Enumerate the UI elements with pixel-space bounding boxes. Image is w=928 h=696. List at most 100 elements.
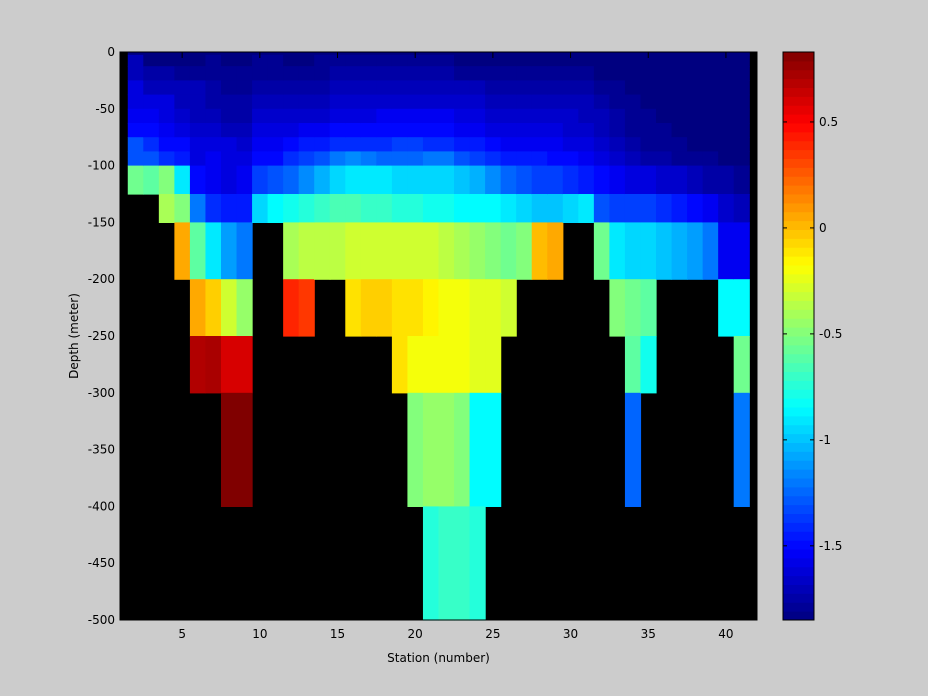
heatmap-cell <box>671 52 688 56</box>
heatmap-cell <box>702 151 719 167</box>
heatmap-cell <box>640 279 657 337</box>
heatmap-cell <box>345 151 362 167</box>
heatmap-cell <box>127 52 144 56</box>
heatmap-cell <box>640 165 657 195</box>
colorbar-band <box>783 327 814 337</box>
heatmap-cell <box>562 123 579 138</box>
heatmap-cell <box>500 66 517 81</box>
heatmap-cell <box>360 123 377 138</box>
heatmap-cell <box>562 54 579 67</box>
heatmap-cell <box>640 80 657 96</box>
heatmap-cell <box>671 123 688 138</box>
heatmap-cell <box>624 194 642 223</box>
heatmap-cell <box>422 123 440 138</box>
heatmap-cell <box>624 279 642 337</box>
heatmap-cell <box>158 123 175 138</box>
colorbar-band <box>783 211 814 222</box>
heatmap-cell <box>298 194 315 223</box>
colorbar-band <box>783 380 814 390</box>
colorbar-band <box>783 504 814 514</box>
heatmap-cell <box>702 52 719 56</box>
heatmap-cell <box>127 66 144 81</box>
heatmap-cell <box>158 165 175 195</box>
colorbar-band <box>783 123 814 133</box>
heatmap-cell <box>687 123 704 138</box>
heatmap-cell <box>500 52 517 56</box>
colorbar-band <box>783 291 814 301</box>
heatmap-cell <box>220 151 238 167</box>
heatmap-cell <box>624 165 642 195</box>
heatmap-cell <box>656 54 673 67</box>
heatmap-cell <box>329 54 346 67</box>
colorbar-band <box>783 256 814 266</box>
heatmap-cell <box>438 336 455 394</box>
heatmap-cell <box>158 80 175 96</box>
heatmap-cell <box>236 151 253 167</box>
colorbar-band <box>783 353 814 364</box>
heatmap-cell <box>702 165 719 195</box>
heatmap-cell <box>578 66 595 81</box>
colorbar-band <box>783 478 814 488</box>
heatmap-cell <box>329 94 346 110</box>
heatmap-cell <box>593 222 611 280</box>
heatmap-cell <box>205 151 222 167</box>
heatmap-cell <box>298 165 315 195</box>
heatmap-cell <box>189 165 207 195</box>
colorbar-frame <box>782 51 815 621</box>
heatmap-cell <box>500 94 517 110</box>
heatmap-cell <box>438 279 455 337</box>
heatmap-cell <box>189 123 207 138</box>
heatmap-cell <box>220 137 238 152</box>
heatmap-cell <box>220 279 238 337</box>
heatmap-cell <box>391 336 409 394</box>
colorbar-band <box>783 336 814 346</box>
heatmap-cell <box>609 94 626 110</box>
heatmap-cell <box>158 108 175 124</box>
heatmap-cell <box>407 279 424 337</box>
heatmap-cell <box>733 52 750 56</box>
heatmap-cell <box>422 52 440 56</box>
heatmap-cell <box>376 52 393 56</box>
heatmap-cell <box>733 108 750 124</box>
heatmap-cell <box>656 123 673 138</box>
heatmap-cell <box>174 80 191 96</box>
heatmap-cell <box>438 151 455 167</box>
heatmap-cell <box>391 80 409 96</box>
heatmap-cell <box>438 165 455 195</box>
colorbar-band <box>783 424 814 435</box>
heatmap-cell <box>609 54 626 67</box>
heatmap-cell <box>547 194 564 223</box>
heatmap-cell <box>593 80 611 96</box>
heatmap-cell <box>422 54 440 67</box>
heatmap-cell <box>733 194 750 223</box>
heatmap-cell <box>220 336 238 394</box>
heatmap-cell <box>158 194 175 223</box>
heatmap-cell <box>174 108 191 124</box>
heatmap-cell <box>360 194 377 223</box>
heatmap-cell <box>422 151 440 167</box>
heatmap-cell <box>345 279 362 337</box>
heatmap-cell <box>283 52 300 56</box>
heatmap-cell <box>469 137 486 152</box>
heatmap-cell <box>531 108 548 124</box>
heatmap-cell <box>500 54 517 67</box>
heatmap-cell <box>609 279 626 337</box>
heatmap-cell <box>143 137 160 152</box>
heatmap-cell <box>189 222 207 280</box>
heatmap-cell <box>531 54 548 67</box>
heatmap-cell <box>407 222 424 280</box>
heatmap-cell <box>624 123 642 138</box>
heatmap-cell <box>485 279 502 337</box>
heatmap-cell <box>252 123 269 138</box>
heatmap-cell <box>500 279 517 337</box>
heatmap-cell <box>376 108 393 124</box>
heatmap-cell <box>578 108 595 124</box>
heatmap-cell <box>314 151 331 167</box>
heatmap-cell <box>593 194 611 223</box>
heatmap-cell <box>438 66 455 81</box>
colorbar-band <box>783 371 814 381</box>
heatmap-cell <box>189 54 207 67</box>
heatmap-cell <box>733 392 750 507</box>
heatmap-cell <box>454 54 471 67</box>
colorbar-band <box>783 557 814 568</box>
